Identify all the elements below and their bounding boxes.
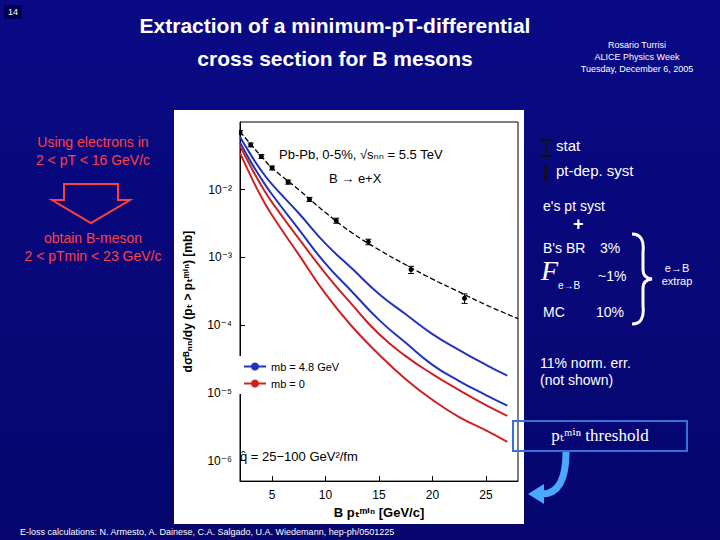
html-text:Tuesday, December 6, 2005: Tuesday, December 6, 2005 [580, 64, 694, 74]
svg-text:mb = 0: mb = 0 [271, 378, 305, 390]
html-text:obtain B-meson: obtain B-meson [44, 230, 142, 246]
svg-text:10⁻²: 10⁻² [208, 183, 232, 197]
svg-text:mb = 4.8 GeV: mb = 4.8 GeV [271, 361, 340, 373]
svg-text:20: 20 [426, 488, 440, 502]
html-text:B's BR: B's BR [543, 240, 586, 256]
html-text:11% norm. err.: 11% norm. err. [540, 355, 631, 371]
html-text:E-loss calculations: N. Armest: E-loss calculations: N. Armesto, A. Dain… [20, 527, 395, 537]
svg-text:B → e+X: B → e+X [329, 171, 382, 186]
html-text:cross section for B mesons: cross section for B mesons [197, 47, 473, 70]
html-text:14: 14 [8, 7, 18, 17]
html-text:(not shown): (not shown) [540, 372, 614, 388]
html-text:Using electrons in: Using electrons in [37, 134, 149, 150]
svg-text:Pb-Pb, 0-5%, √sₙₙ = 5.5 TeV: Pb-Pb, 0-5%, √sₙₙ = 5.5 TeV [279, 147, 443, 162]
html-text:Rosario Turrisi: Rosario Turrisi [608, 40, 666, 50]
html-text:pₜᵐⁱⁿ threshold: pₜᵐⁱⁿ threshold [551, 426, 649, 445]
html-text:ALICE Physics Week: ALICE Physics Week [594, 52, 680, 62]
html-text:extrap: extrap [661, 275, 693, 287]
svg-text:B pₜᵐⁱⁿ [GeV/c]: B pₜᵐⁱⁿ [GeV/c] [334, 505, 424, 520]
html-text:~1%: ~1% [598, 268, 627, 284]
html-text:2 < pTmin < 23 GeV/c: 2 < pTmin < 23 GeV/c [24, 248, 162, 264]
svg-text:15: 15 [372, 488, 386, 502]
svg-text:10⁻⁴: 10⁻⁴ [207, 318, 232, 332]
svg-text:25: 25 [479, 488, 493, 502]
html-text:stat: stat [556, 137, 581, 154]
svg-text:10⁻⁵: 10⁻⁵ [207, 386, 232, 400]
svg-text:5: 5 [269, 488, 276, 502]
html-text:e→B: e→B [558, 280, 581, 291]
html-text:Extraction of a minimum-pT-dif: Extraction of a minimum-pT-differential [139, 14, 531, 37]
html-text:3%: 3% [600, 240, 621, 256]
html-text:F: F [541, 255, 559, 286]
html-text:10%: 10% [596, 304, 624, 320]
svg-text:dσᴮₙₙ/dy (pₜ > pₜᵐⁱⁿ) [mb]: dσᴮₙₙ/dy (pₜ > pₜᵐⁱⁿ) [mb] [181, 231, 195, 373]
html-text:e→B: e→B [664, 262, 690, 274]
html-text:2 < pT < 16 GeV/c: 2 < pT < 16 GeV/c [35, 152, 151, 168]
html-text:pt-dep. syst: pt-dep. syst [556, 162, 634, 179]
svg-text:10⁻⁶: 10⁻⁶ [207, 454, 232, 468]
html-text:e's pt syst: e's pt syst [543, 198, 605, 214]
html-text:MC: MC [543, 304, 565, 320]
svg-text:10: 10 [319, 488, 333, 502]
svg-text:10⁻³: 10⁻³ [208, 250, 232, 264]
svg-text:q̂ = 25−100 GeV²/fm: q̂ = 25−100 GeV²/fm [240, 449, 358, 464]
